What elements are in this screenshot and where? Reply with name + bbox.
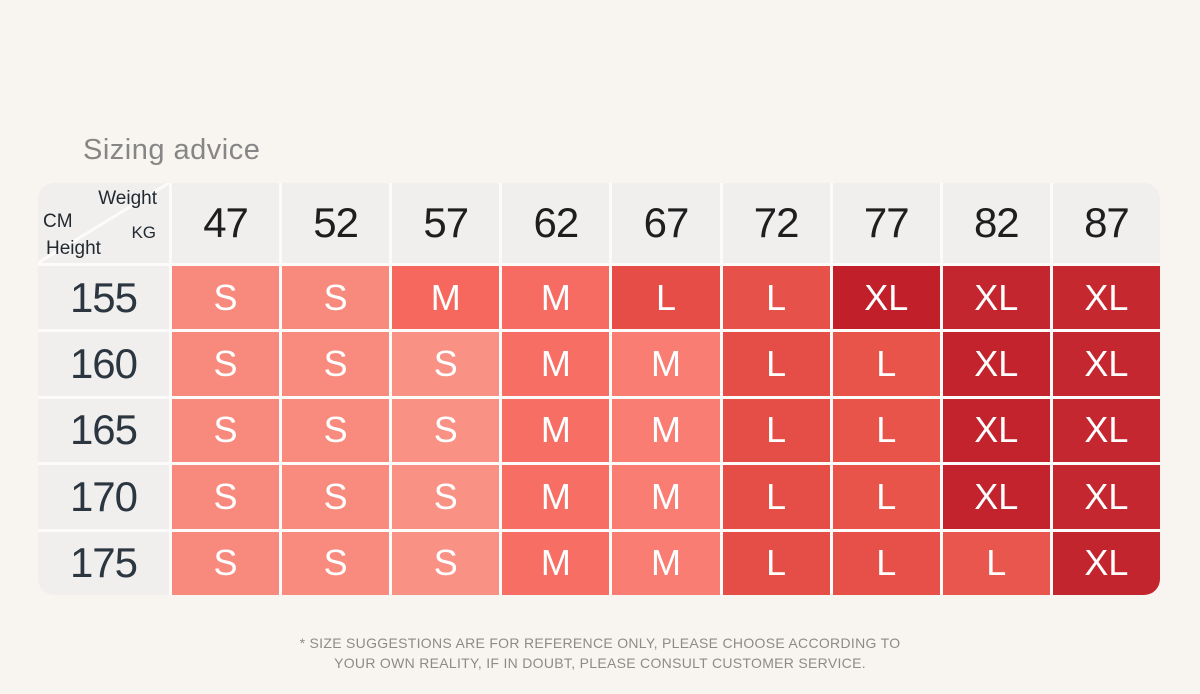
- size-cell: XL: [832, 266, 940, 330]
- corner-header-cell: Weight CM KG Height: [38, 183, 169, 263]
- size-cell: M: [612, 332, 720, 396]
- size-cell: S: [172, 332, 280, 396]
- size-cell: S: [282, 465, 390, 529]
- footnote-line-1: * SIZE SUGGESTIONS ARE FOR REFERENCE ONL…: [299, 635, 901, 651]
- footnote-line-2: YOUR OWN REALITY, IF IN DOUBT, PLEASE CO…: [334, 655, 866, 672]
- size-cell: S: [172, 531, 280, 595]
- size-cell: M: [612, 398, 720, 463]
- size-cell: XL: [1052, 266, 1160, 330]
- size-cell: S: [392, 398, 500, 463]
- height-label-cell: 160: [38, 332, 169, 396]
- size-cell: L: [612, 266, 720, 330]
- size-cell: L: [722, 266, 830, 330]
- size-cell: M: [502, 266, 610, 330]
- height-label-cell: 175: [38, 531, 169, 595]
- height-label-cell: 170: [38, 465, 169, 529]
- size-cell: XL: [1052, 465, 1160, 529]
- size-cell: XL: [942, 465, 1050, 529]
- footnote: * SIZE SUGGESTIONS ARE FOR REFERENCE ONL…: [0, 633, 1200, 674]
- size-cell: M: [502, 398, 610, 463]
- size-cell: M: [502, 531, 610, 595]
- height-label-cell: 165: [38, 398, 169, 463]
- weight-header-cell: 82: [942, 183, 1050, 263]
- size-cell: L: [722, 531, 830, 595]
- size-cell: S: [282, 266, 390, 330]
- size-cell: S: [282, 398, 390, 463]
- size-cell: L: [832, 465, 940, 529]
- size-cell: M: [392, 266, 500, 330]
- size-cell: S: [392, 332, 500, 396]
- size-cell: XL: [1052, 332, 1160, 396]
- size-cell: S: [172, 465, 280, 529]
- weight-header-cell: 72: [722, 183, 830, 263]
- size-cell: L: [722, 465, 830, 529]
- size-cell: XL: [1052, 398, 1160, 463]
- weight-axis-label: Weight: [98, 188, 157, 209]
- size-cell: S: [282, 531, 390, 595]
- size-cell: S: [172, 398, 280, 463]
- size-cell: M: [502, 465, 610, 529]
- weight-header-cell: 62: [502, 183, 610, 263]
- size-cell: L: [942, 531, 1050, 595]
- size-cell: M: [612, 465, 720, 529]
- size-cell: S: [282, 332, 390, 396]
- size-cell: S: [392, 531, 500, 595]
- sizing-table: Weight CM KG Height 47 52 57 62 67 72 77 82 87 15…: [38, 183, 1160, 595]
- size-cell: XL: [1052, 531, 1160, 595]
- kg-axis-label: KG: [131, 223, 156, 242]
- size-cell: XL: [942, 398, 1050, 463]
- size-cell: S: [392, 465, 500, 529]
- weight-header-cell: 87: [1052, 183, 1160, 263]
- weight-header-cell: 77: [832, 183, 940, 263]
- height-label-cell: 155: [38, 266, 169, 330]
- weight-header-cell: 52: [282, 183, 390, 263]
- size-cell: M: [502, 332, 610, 396]
- size-cell: L: [722, 398, 830, 463]
- page-title: Sizing advice: [83, 134, 261, 167]
- weight-header-cell: 67: [612, 183, 720, 263]
- size-cell: L: [832, 332, 940, 396]
- size-cell: M: [612, 531, 720, 595]
- size-cell: L: [722, 332, 830, 396]
- height-axis-label: Height: [46, 238, 101, 259]
- weight-header-cell: 47: [172, 183, 280, 263]
- size-cell: L: [832, 398, 940, 463]
- size-cell: XL: [942, 332, 1050, 396]
- size-cell: XL: [942, 266, 1050, 330]
- size-cell: L: [832, 531, 940, 595]
- weight-header-cell: 57: [392, 183, 500, 263]
- cm-axis-label: CM: [43, 211, 73, 232]
- size-cell: S: [172, 266, 280, 330]
